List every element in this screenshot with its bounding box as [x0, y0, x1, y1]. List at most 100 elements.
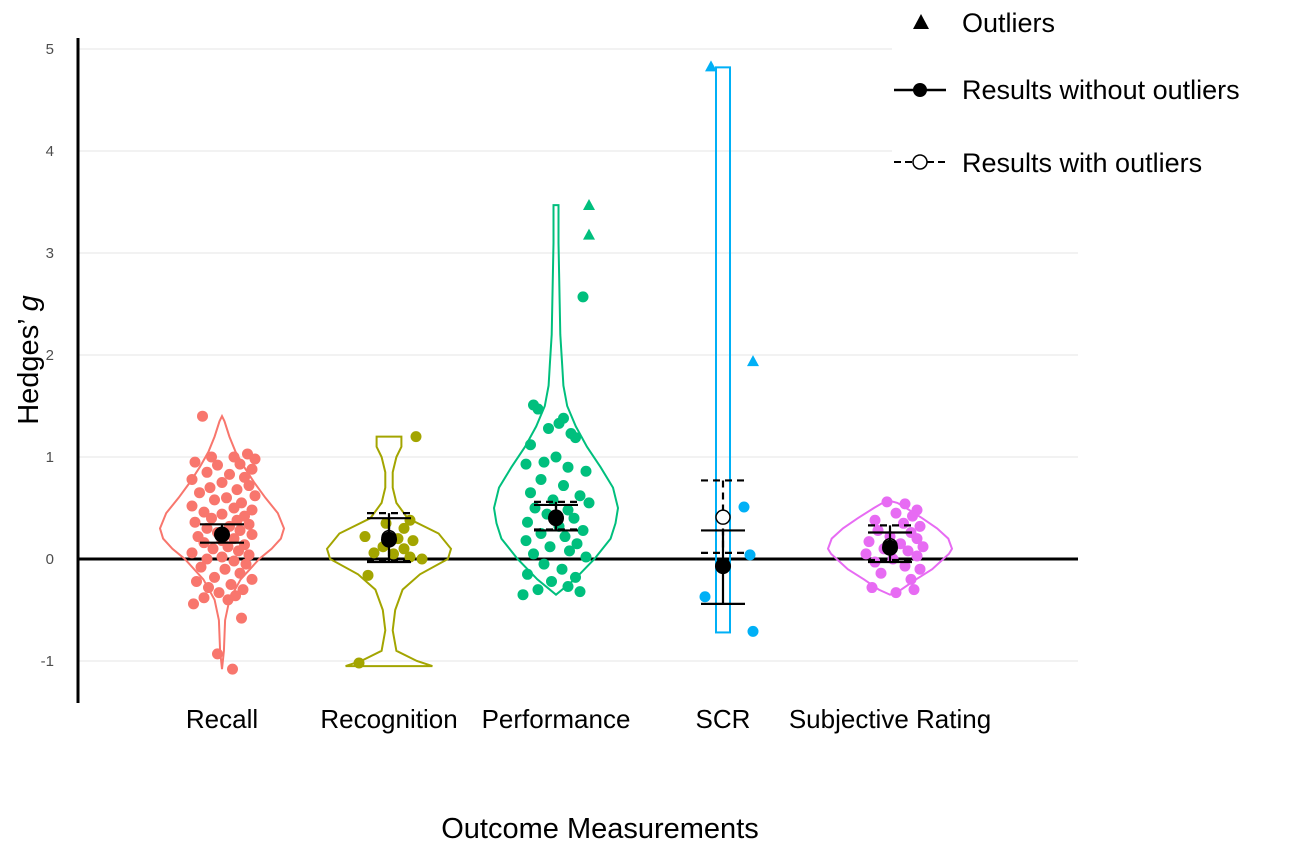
point-recall [231, 484, 243, 496]
violin-scr [715, 66, 731, 634]
point-recall [203, 582, 214, 594]
point-performance [583, 497, 595, 509]
y-tick-label-3: 3 [46, 245, 54, 262]
point-performance [577, 524, 589, 536]
point-recall [246, 573, 258, 585]
point-recognition [410, 431, 422, 443]
point-recall [246, 504, 258, 516]
x-category-labels: Recall Recognition Performance SCR Subjectiv… [186, 704, 991, 734]
point-subjective-rating [908, 584, 920, 596]
y-tick-labels: -1 0 1 2 3 4 5 [41, 41, 54, 670]
estimate-without-outliers-performance [534, 503, 578, 532]
point-recall [225, 579, 237, 590]
point-performance [544, 541, 556, 553]
point-subjective-rating [898, 517, 909, 529]
point-performance [535, 473, 547, 485]
point-recall [227, 663, 238, 675]
legend-open-circle-icon [912, 154, 928, 170]
point-performance [556, 563, 568, 575]
point-subjective-rating [872, 524, 884, 536]
estimate-without-outliers-recall-mean [214, 526, 230, 543]
estimate-without-outliers-performance-mean [548, 510, 564, 527]
legend-item-outliers: Outliers [913, 8, 1055, 38]
point-performance [559, 531, 571, 543]
point-recall [191, 575, 202, 587]
point-performance [570, 432, 581, 444]
estimate-without-outliers-subjective-rating [868, 531, 912, 564]
point-recognition [407, 535, 419, 547]
point-recall [222, 594, 234, 606]
point-recall [201, 553, 213, 565]
point-recall [228, 533, 240, 545]
point-subjective-rating [914, 563, 926, 575]
point-recall [228, 502, 240, 514]
legend-label-with-outliers: Results with outliers [962, 148, 1202, 178]
estimate-without-outliers-recognition [367, 517, 411, 564]
point-recall [243, 480, 255, 492]
summary-estimates [200, 479, 912, 605]
outlier-scr [747, 355, 759, 367]
point-recall [237, 584, 249, 596]
y-tick-label-2: 2 [46, 347, 54, 364]
y-tick-label-1: 1 [46, 449, 54, 466]
x-category-label-recall: Recall [186, 704, 258, 734]
x-category-label-recognition: Recognition [320, 704, 457, 734]
point-recall [224, 468, 235, 480]
point-subjective-rating [905, 573, 917, 585]
estimate-without-outliers-subjective-rating-mean [882, 539, 898, 556]
point-recall [209, 494, 220, 506]
point-performance [568, 512, 580, 524]
legend-triangle-icon [913, 14, 929, 29]
point-recognition [398, 522, 410, 534]
point-recall [207, 543, 219, 555]
x-category-label-subjective-rating: Subjective Rating [789, 704, 991, 734]
y-axis-title-prefix: Hedges’ [13, 311, 45, 424]
estimate-without-outliers-scr-mean [715, 558, 731, 575]
violin-performance [492, 204, 620, 596]
point-performance [520, 458, 532, 470]
point-recall [236, 612, 247, 624]
point-performance [580, 551, 592, 563]
point-recall [198, 506, 210, 518]
point-performance [525, 487, 536, 499]
point-performance [570, 571, 581, 583]
y-axis-title: Hedges’ g [13, 295, 45, 425]
point-recall [222, 541, 234, 553]
point-recall [216, 477, 228, 488]
point-performance [562, 461, 574, 473]
point-subjective-rating [911, 533, 923, 545]
point-recall [206, 512, 217, 524]
point-recall [212, 648, 223, 660]
point-performance [532, 584, 544, 596]
point-recognition [368, 547, 380, 559]
point-recall [209, 571, 220, 583]
point-performance [577, 291, 589, 303]
outlier-scr [705, 60, 717, 72]
point-recall [234, 567, 246, 579]
x-axis-title: Outcome Measurements [441, 813, 759, 845]
point-recall [233, 545, 244, 557]
point-recall [194, 487, 205, 499]
point-scr [699, 591, 711, 603]
outlier-performance [583, 228, 595, 240]
point-subjective-rating [899, 498, 911, 510]
point-subjective-rating [899, 560, 911, 572]
point-scr [744, 549, 756, 561]
point-subjective-rating [902, 545, 914, 557]
point-recognition [404, 551, 416, 563]
point-recall [216, 508, 228, 520]
point-subjective-rating [875, 567, 887, 579]
point-recognition [359, 531, 371, 543]
point-recall [201, 466, 213, 478]
point-scr [738, 501, 750, 513]
point-subjective-rating [914, 520, 926, 532]
point-scr [747, 625, 759, 637]
legend-filled-circle-icon [913, 83, 927, 97]
violin-recall [158, 413, 286, 670]
point-subjective-rating [860, 548, 872, 560]
point-performance [558, 480, 569, 492]
point-subjective-rating [890, 587, 902, 599]
point-recall [204, 482, 216, 494]
point-performance [550, 451, 562, 463]
estimate-with-outliers-scr-mean-open [715, 509, 731, 525]
